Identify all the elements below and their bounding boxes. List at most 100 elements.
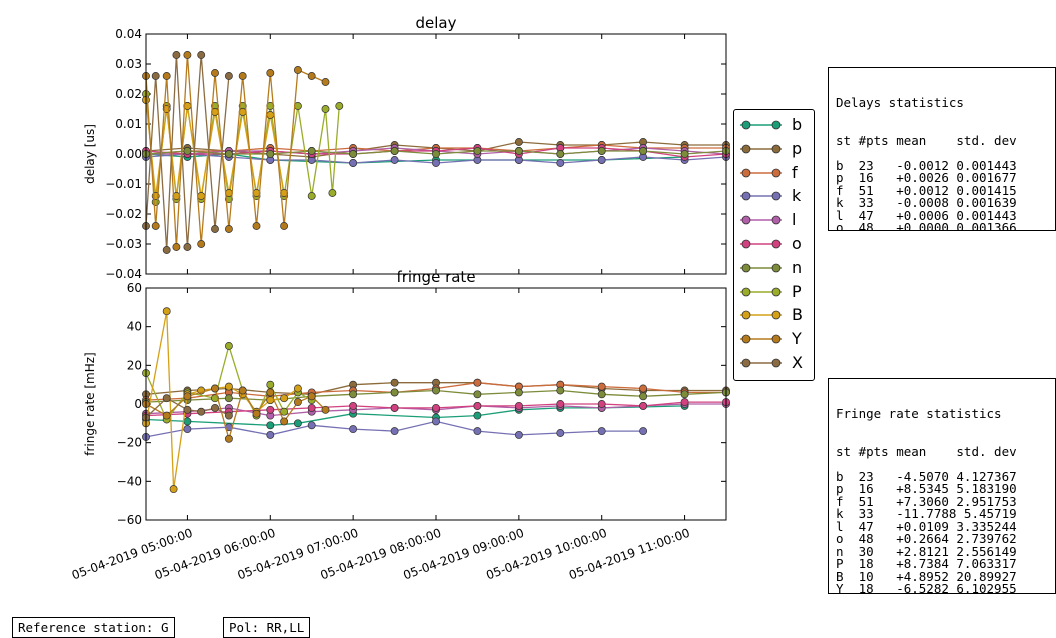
delay-statistics-header: st #pts mean std. dev bbox=[836, 132, 1017, 148]
data-point bbox=[556, 400, 565, 408]
fringe-rate-statistics-row: Y 18 -6.5282 6.102955 bbox=[836, 581, 1017, 594]
y-tick-label: −60 bbox=[117, 513, 142, 527]
legend-item-B: B bbox=[734, 304, 814, 326]
data-point bbox=[514, 147, 523, 155]
data-point bbox=[211, 225, 219, 233]
y-tick-label: −40 bbox=[117, 474, 142, 488]
series-line bbox=[145, 54, 326, 248]
data-point bbox=[224, 411, 233, 420]
legend-label: P bbox=[792, 281, 802, 301]
data-point bbox=[597, 390, 606, 399]
legend-swatch bbox=[740, 287, 782, 296]
legend-label: Y bbox=[792, 329, 802, 349]
data-point bbox=[473, 378, 482, 387]
data-point bbox=[151, 222, 160, 230]
legend-swatch bbox=[740, 358, 782, 368]
fringe-rate-statistics-header: st #pts mean std. dev bbox=[836, 443, 1017, 459]
series-line bbox=[145, 54, 230, 251]
data-point bbox=[349, 390, 358, 399]
data-point bbox=[321, 78, 330, 86]
y-tick-label: −0.01 bbox=[105, 177, 142, 191]
panel-delay: delay delay [us] 0.04 0.03 0.02 0.01 0.00 −0.01… bbox=[83, 14, 730, 281]
data-point bbox=[280, 417, 289, 426]
delay-statistics-row: f 51 +0.0012 0.001415 bbox=[836, 182, 1017, 198]
data-point bbox=[639, 401, 648, 410]
data-point bbox=[266, 388, 275, 397]
fringe-rate-statistics-row: l 47 +0.0109 3.335244 bbox=[836, 518, 1017, 534]
delay-statistics-row: l 47 +0.0006 0.001443 bbox=[836, 207, 1017, 223]
legend-swatch bbox=[740, 191, 782, 201]
polarization-label: Pol: RR,LL bbox=[223, 617, 311, 638]
legend-item-n: n bbox=[734, 257, 814, 279]
data-point bbox=[224, 225, 233, 233]
data-point bbox=[293, 384, 302, 393]
data-point bbox=[183, 243, 192, 251]
y-tick-label: −0.04 bbox=[105, 267, 142, 281]
data-point bbox=[266, 430, 275, 439]
legend-swatch bbox=[740, 168, 782, 177]
data-point bbox=[238, 386, 247, 395]
data-point bbox=[293, 66, 302, 74]
data-point bbox=[162, 307, 171, 316]
legend-swatch bbox=[740, 310, 782, 320]
data-point bbox=[349, 150, 358, 158]
data-point bbox=[183, 392, 192, 401]
data-point bbox=[556, 429, 565, 437]
legend-label: n bbox=[792, 257, 803, 277]
data-point bbox=[639, 427, 648, 436]
data-point bbox=[151, 72, 160, 80]
data-point bbox=[162, 246, 171, 254]
data-point bbox=[473, 427, 482, 436]
data-point bbox=[266, 380, 275, 389]
data-point bbox=[280, 394, 289, 403]
data-point bbox=[639, 392, 648, 401]
data-point bbox=[172, 243, 181, 251]
fringe-rate-statistics-row: k 33 -11.7788 5.45719 bbox=[836, 506, 1017, 521]
data-point bbox=[390, 378, 399, 387]
y-tick-label: 0.00 bbox=[115, 147, 142, 161]
series-P bbox=[142, 342, 316, 424]
data-point bbox=[211, 403, 219, 412]
data-point bbox=[224, 382, 233, 391]
legend-item-X: X bbox=[734, 352, 814, 374]
series-k bbox=[142, 417, 648, 441]
data-point bbox=[473, 390, 482, 399]
chart-title: fringe rate bbox=[396, 268, 475, 286]
data-point bbox=[307, 403, 316, 412]
fringe-rate-statistics-row: P 18 +8.7384 7.063317 bbox=[836, 556, 1017, 571]
data-point bbox=[197, 192, 206, 200]
data-point bbox=[183, 417, 192, 426]
legend-item-l: l bbox=[734, 209, 814, 231]
data-point bbox=[183, 147, 192, 155]
data-point bbox=[183, 51, 192, 59]
legend-swatch bbox=[740, 263, 782, 273]
data-point bbox=[597, 382, 606, 391]
y-tick-label: −0.03 bbox=[105, 237, 142, 251]
data-point bbox=[680, 398, 689, 407]
delay-statistics-title: Delays statistics bbox=[836, 95, 964, 110]
data-point bbox=[514, 401, 523, 410]
reference-station-label: Reference station: G bbox=[12, 617, 175, 638]
data-point bbox=[556, 159, 565, 167]
data-point bbox=[172, 51, 181, 59]
legend-swatch bbox=[740, 334, 782, 344]
data-point bbox=[390, 147, 399, 155]
series-X bbox=[142, 51, 233, 254]
data-point bbox=[280, 407, 289, 416]
data-point bbox=[252, 409, 261, 418]
series-P bbox=[142, 90, 344, 206]
fringe-rate-statistics-box: Fringe rate statistics st #pts mean std.… bbox=[828, 378, 1056, 594]
series-Y bbox=[142, 51, 330, 251]
legend-swatch bbox=[740, 120, 782, 130]
fringe-rate-statistics-row: f 51 +7.3060 2.951753 bbox=[836, 493, 1017, 509]
data-point bbox=[266, 405, 275, 414]
legend-label: b bbox=[792, 115, 803, 134]
series-b bbox=[142, 401, 689, 430]
data-point bbox=[266, 111, 275, 119]
series-X bbox=[142, 394, 233, 422]
data-point bbox=[328, 189, 337, 197]
data-point bbox=[597, 400, 606, 408]
data-point bbox=[307, 72, 316, 80]
data-point bbox=[197, 407, 206, 416]
